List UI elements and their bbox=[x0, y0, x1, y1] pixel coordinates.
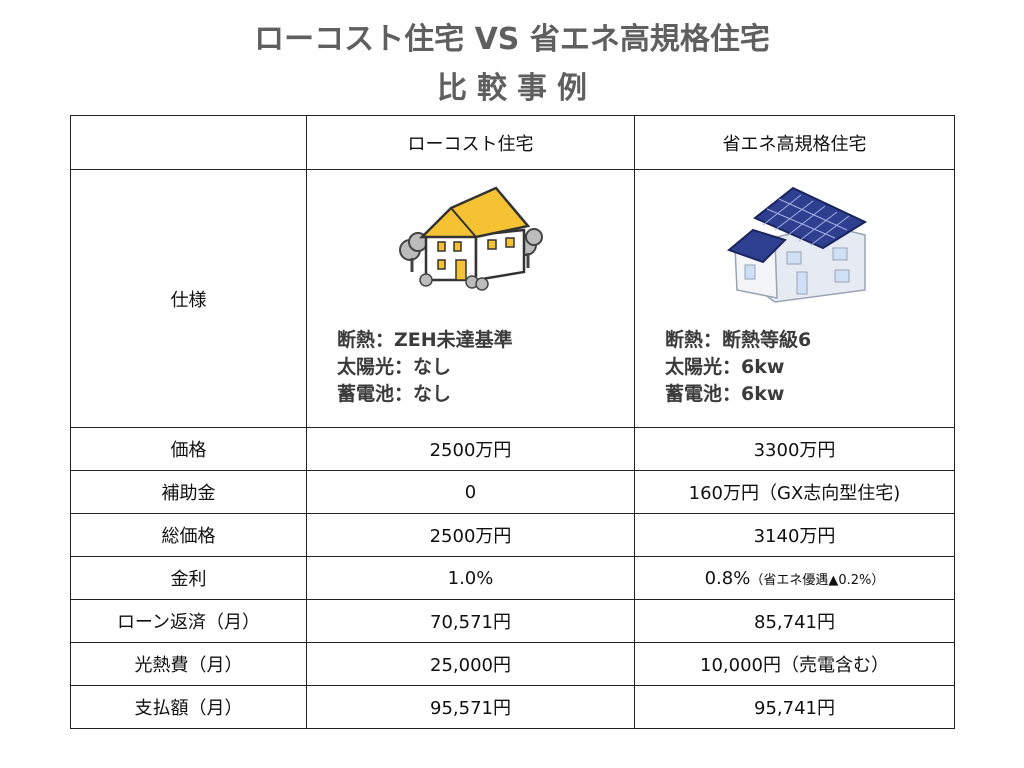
loan-payment-eco: 85,741円 bbox=[754, 612, 835, 633]
spec-lowcost-battery: 蓄電池：なし bbox=[337, 383, 452, 405]
price-lowcost: 2500万円 bbox=[306, 427, 635, 471]
table-row: 支払額（月） 95,571円 95,741円 bbox=[70, 685, 955, 729]
table-row: 金利 1.0% 0.8%（省エネ優遇▲0.2%） bbox=[70, 556, 955, 600]
page-title: ローコスト住宅 VS 省エネ高規格住宅 bbox=[254, 22, 770, 57]
header-eco: 省エネ高規格住宅 bbox=[634, 115, 955, 170]
loan-payment-eco-cell: 85,741円 bbox=[634, 599, 955, 643]
row-label-total-price: 総価格 bbox=[70, 513, 307, 557]
table-row: 光熱費（月） 25,000円 10,000円（売電含む） bbox=[70, 642, 955, 686]
spec-eco-cell: 断熱：断熱等級6 太陽光：6kw 蓄電池：6kw bbox=[634, 169, 955, 428]
spec-eco-solar: 太陽光：6kw bbox=[665, 356, 785, 378]
interest-eco: 0.8% bbox=[704, 567, 751, 589]
interest-eco-cell: 0.8%（省エネ優遇▲0.2%） bbox=[634, 556, 955, 600]
page-subtitle: 比較事例 bbox=[437, 71, 597, 106]
spec-row: 仕様 bbox=[70, 169, 955, 428]
table-row: ローン返済（月） 70,571円 85,741円 bbox=[70, 599, 955, 643]
row-label-loan-payment: ローン返済（月） bbox=[70, 599, 307, 643]
row-label-subsidy: 補助金 bbox=[70, 470, 307, 514]
price-eco: 3300万円 bbox=[753, 440, 836, 461]
spec-lowcost-insulation: 断熱：ZEH未達基準 bbox=[337, 329, 513, 351]
table-row: 価格 2500万円 3300万円 bbox=[70, 427, 955, 471]
spec-eco-battery: 蓄電池：6kw bbox=[665, 383, 785, 405]
spec-eco-insulation: 断熱：断熱等級6 bbox=[665, 329, 812, 351]
utility-eco: 10,000円（売電含む） bbox=[700, 655, 889, 676]
row-label-interest: 金利 bbox=[70, 556, 307, 600]
total-price-eco: 3140万円 bbox=[753, 526, 836, 547]
table-header-row: ローコスト住宅 省エネ高規格住宅 bbox=[70, 115, 955, 170]
spec-lowcost-solar: 太陽光：なし bbox=[337, 356, 452, 378]
payment-eco: 95,741円 bbox=[754, 698, 835, 719]
table-row: 補助金 0 160万円（GX志向型住宅) bbox=[70, 470, 955, 514]
row-label-utility: 光熱費（月） bbox=[70, 642, 307, 686]
subsidy-eco: 160万円（GX志向型住宅) bbox=[688, 483, 901, 504]
loan-payment-lowcost: 70,571円 bbox=[306, 599, 635, 643]
header-lowcost: ローコスト住宅 bbox=[306, 115, 635, 170]
utility-lowcost: 25,000円 bbox=[306, 642, 635, 686]
header-corner bbox=[70, 115, 307, 170]
row-label-price: 価格 bbox=[70, 427, 307, 471]
subsidy-eco-cell: 160万円（GX志向型住宅) bbox=[634, 470, 955, 514]
spec-eco-list: 断熱：断熱等級6 太陽光：6kw 蓄電池：6kw bbox=[665, 327, 811, 408]
interest-eco-note: （省エネ優遇▲0.2%） bbox=[750, 572, 885, 588]
comparison-table: ローコスト住宅 省エネ高規格住宅 仕様 bbox=[70, 115, 955, 729]
row-label-payment: 支払額（月） bbox=[70, 685, 307, 729]
spec-label: 仕様 bbox=[70, 169, 307, 428]
solar-house-illustration bbox=[726, 186, 867, 303]
price-eco-cell: 3300万円 bbox=[634, 427, 955, 471]
spec-lowcost-list: 断熱：ZEH未達基準 太陽光：なし 蓄電池：なし bbox=[337, 327, 513, 408]
lowcost-house-illustration bbox=[398, 186, 543, 291]
total-price-lowcost: 2500万円 bbox=[306, 513, 635, 557]
table-row: 総価格 2500万円 3140万円 bbox=[70, 513, 955, 557]
spec-lowcost-cell: 断熱：ZEH未達基準 太陽光：なし 蓄電池：なし bbox=[306, 169, 635, 428]
utility-eco-cell: 10,000円（売電含む） bbox=[634, 642, 955, 686]
payment-eco-cell: 95,741円 bbox=[634, 685, 955, 729]
subsidy-lowcost: 0 bbox=[306, 470, 635, 514]
payment-lowcost: 95,571円 bbox=[306, 685, 635, 729]
interest-lowcost: 1.0% bbox=[306, 556, 635, 600]
total-price-eco-cell: 3140万円 bbox=[634, 513, 955, 557]
